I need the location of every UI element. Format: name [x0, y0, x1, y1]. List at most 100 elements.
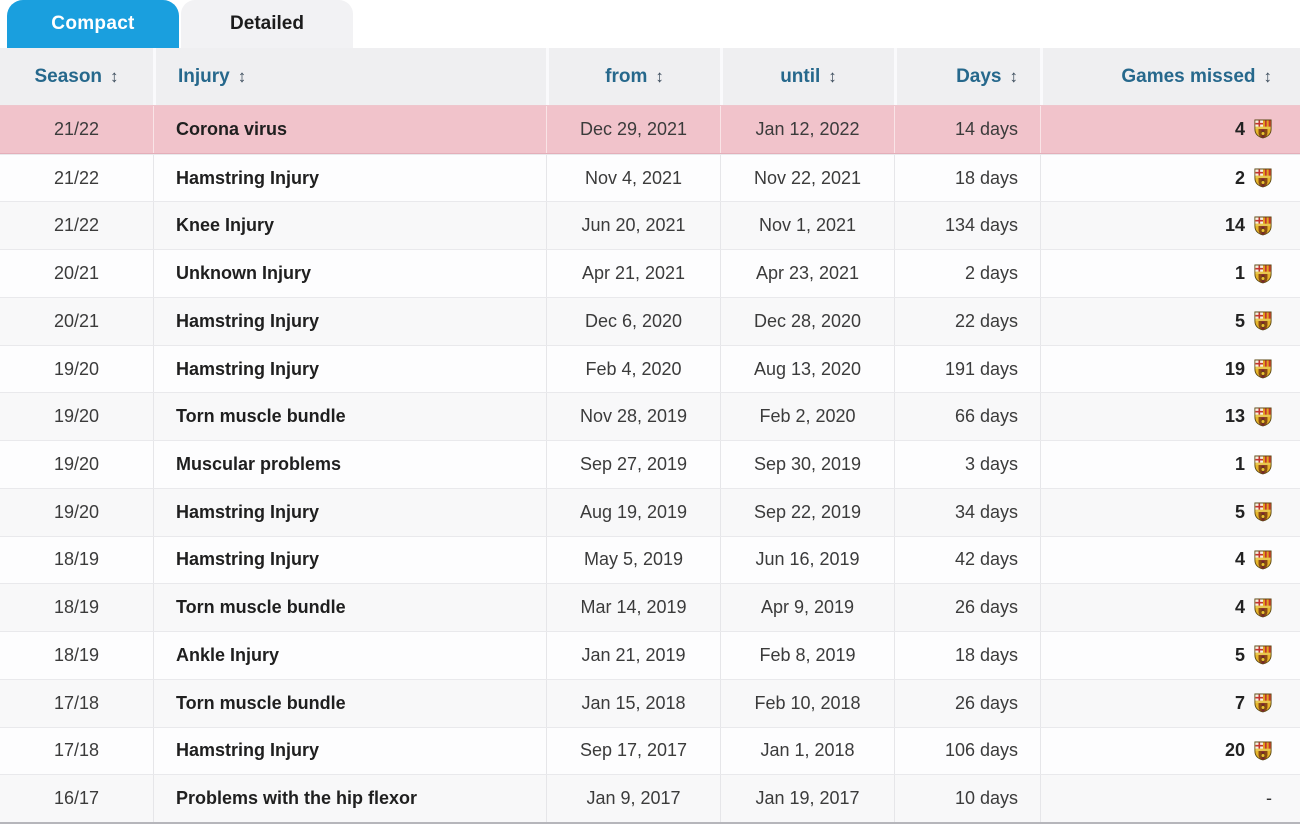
injury-link[interactable]: Torn muscle bundle	[176, 406, 346, 427]
cell-games_missed: 2	[1040, 154, 1300, 202]
sort-arrows-icon: ↕	[828, 66, 837, 86]
season-value: 19/20	[53, 454, 100, 474]
injury-link[interactable]: Torn muscle bundle	[176, 597, 346, 618]
column-header-season[interactable]: Season ↕	[0, 48, 153, 105]
from-value: Dec 29, 2021	[579, 118, 688, 139]
games-missed-count: 1	[1234, 454, 1245, 474]
injury-link[interactable]: Hamstring Injury	[176, 310, 320, 331]
cell-days: 66 days	[894, 393, 1040, 441]
cell-games_missed: 4	[1040, 106, 1300, 153]
cell-until: Feb 10, 2018	[720, 679, 894, 727]
games-missed-count: 20	[1224, 740, 1245, 761]
tab-compact[interactable]: Compact	[7, 0, 179, 48]
injury-link[interactable]: Problems with the hip flexor	[176, 788, 418, 809]
season-value: 20/21	[53, 310, 100, 331]
club-badge-icon[interactable]	[1254, 741, 1272, 761]
club-badge-icon[interactable]	[1254, 168, 1272, 188]
club-badge-icon[interactable]	[1254, 502, 1272, 522]
cell-games_missed: 5	[1040, 297, 1300, 345]
days-value: 26 days	[954, 597, 1018, 618]
table-row: 19/20 Muscular problems Sep 27, 2019 Sep 30…	[0, 440, 1300, 488]
cell-until: Jan 1, 2018	[720, 727, 894, 775]
club-badge-icon[interactable]	[1254, 119, 1272, 139]
cell-injury: Muscular problems	[153, 441, 546, 488]
cell-injury: Hamstring Injury	[153, 488, 546, 536]
cell-from: Dec 29, 2021	[546, 106, 720, 153]
cell-injury: Torn muscle bundle	[153, 679, 546, 727]
column-header-games_missed[interactable]: Games missed ↕	[1040, 48, 1300, 105]
club-badge-icon[interactable]	[1254, 455, 1272, 475]
table-row: 17/18 Hamstring Injury Sep 17, 2017 Jan 1, …	[0, 726, 1300, 775]
days-value: 2 days	[964, 263, 1018, 284]
injury-link[interactable]: Knee Injury	[176, 215, 275, 236]
cell-injury: Torn muscle bundle	[153, 393, 546, 441]
cell-injury: Unknown Injury	[153, 250, 546, 297]
cell-injury: Hamstring Injury	[153, 727, 546, 775]
injury-link[interactable]: Unknown Injury	[176, 263, 311, 284]
cell-days: 14 days	[894, 106, 1040, 153]
games-missed-count: 13	[1224, 406, 1245, 427]
cell-until: Feb 2, 2020	[720, 393, 894, 441]
cell-games_missed: 20	[1040, 727, 1300, 775]
table-row: 16/17 Problems with the hip flexor Jan 9, …	[0, 774, 1300, 822]
column-header-from[interactable]: from ↕	[546, 48, 720, 105]
club-badge-icon[interactable]	[1254, 693, 1272, 713]
cell-injury: Hamstring Injury	[153, 345, 546, 393]
until-value: Feb 10, 2018	[754, 692, 861, 713]
table-row: 19/20 Torn muscle bundle Nov 28, 2019 Feb 2…	[0, 392, 1300, 441]
cell-injury: Ankle Injury	[153, 632, 546, 679]
injury-link[interactable]: Torn muscle bundle	[176, 692, 346, 713]
injury-link[interactable]: Hamstring Injury	[176, 740, 320, 761]
cell-days: 18 days	[894, 632, 1040, 679]
injury-link[interactable]: Hamstring Injury	[176, 167, 320, 188]
from-value: Aug 19, 2019	[579, 501, 688, 522]
injury-link[interactable]: Ankle Injury	[176, 644, 280, 665]
column-header-injury[interactable]: Injury ↕	[153, 48, 546, 105]
table-row: 19/20 Hamstring Injury Feb 4, 2020 Aug 13, …	[0, 344, 1300, 393]
club-badge-icon[interactable]	[1254, 359, 1272, 379]
cell-injury: Hamstring Injury	[153, 536, 546, 584]
cell-until: Jun 16, 2019	[720, 536, 894, 584]
cell-season: 21/22	[0, 155, 153, 202]
until-value: Aug 13, 2020	[753, 358, 862, 379]
until-value: Sep 30, 2019	[753, 454, 862, 474]
injury-link[interactable]: Corona virus	[176, 118, 288, 139]
column-header-until[interactable]: until ↕	[720, 48, 894, 105]
games-missed-count: 4	[1234, 118, 1245, 139]
until-value: Nov 1, 2021	[758, 215, 857, 236]
cell-until: Dec 28, 2020	[720, 297, 894, 345]
cell-from: Aug 19, 2019	[546, 488, 720, 536]
injury-link[interactable]: Hamstring Injury	[176, 549, 320, 570]
table-header-row: Season ↕ Injury ↕ from ↕ until ↕ Days ↕ Games miss…	[0, 48, 1300, 105]
cell-until: Sep 30, 2019	[720, 441, 894, 488]
injury-link[interactable]: Hamstring Injury	[176, 501, 320, 522]
club-badge-icon[interactable]	[1254, 598, 1272, 618]
club-badge-icon[interactable]	[1254, 645, 1272, 665]
table-row: 18/19 Ankle Injury Jan 21, 2019 Feb 8, 2019…	[0, 631, 1300, 679]
tab-detailed[interactable]: Detailed	[181, 0, 353, 48]
days-value: 18 days	[954, 167, 1018, 188]
club-badge-icon[interactable]	[1254, 550, 1272, 570]
days-value: 10 days	[954, 788, 1018, 809]
cell-from: Mar 14, 2019	[546, 584, 720, 632]
games-missed-count: 7	[1234, 692, 1245, 713]
column-label: Season	[34, 65, 103, 87]
injury-link[interactable]: Muscular problems	[176, 454, 342, 474]
days-value: 134 days	[944, 215, 1018, 236]
club-badge-icon[interactable]	[1254, 407, 1272, 427]
column-label: Injury	[178, 65, 230, 87]
from-value: Apr 21, 2021	[581, 263, 686, 284]
club-badge-icon[interactable]	[1254, 311, 1272, 331]
cell-season: 19/20	[0, 441, 153, 488]
column-header-days[interactable]: Days ↕	[894, 48, 1040, 105]
days-value: 42 days	[954, 549, 1018, 570]
until-value: Apr 23, 2021	[755, 263, 860, 284]
from-value: Mar 14, 2019	[580, 597, 687, 618]
cell-days: 106 days	[894, 727, 1040, 775]
games-missed-count: 2	[1234, 167, 1245, 188]
cell-days: 191 days	[894, 345, 1040, 393]
until-value: Sep 22, 2019	[753, 501, 862, 522]
club-badge-icon[interactable]	[1254, 216, 1272, 236]
club-badge-icon[interactable]	[1254, 264, 1272, 284]
injury-link[interactable]: Hamstring Injury	[176, 358, 320, 379]
